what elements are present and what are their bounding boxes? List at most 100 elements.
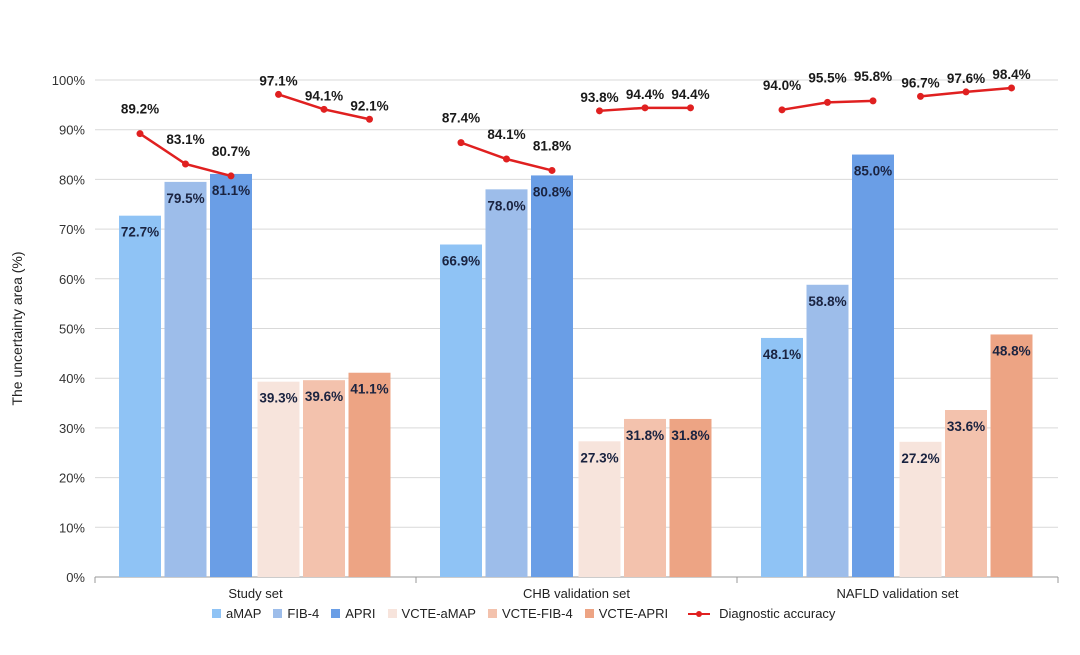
- accuracy-label: 97.1%: [259, 73, 297, 88]
- y-tick-label: 60%: [59, 272, 85, 287]
- accuracy-label: 98.4%: [992, 67, 1030, 82]
- accuracy-point: [1008, 84, 1015, 92]
- legend-swatch: [331, 609, 341, 618]
- accuracy-point: [778, 106, 786, 114]
- bar: [899, 441, 942, 577]
- bar: [485, 189, 528, 577]
- x-category-label: Study set: [228, 586, 283, 601]
- bar: [761, 337, 803, 577]
- accuracy-label: 94.1%: [305, 88, 343, 103]
- accuracy-label: 97.6%: [947, 71, 985, 86]
- accuracy-point: [457, 139, 465, 147]
- bar-label: 78.0%: [487, 198, 525, 213]
- bar: [348, 372, 391, 577]
- accuracy-point: [227, 172, 235, 180]
- accuracy-point: [182, 160, 189, 168]
- bar-label: 81.1%: [212, 183, 250, 198]
- bar-label: 27.2%: [901, 451, 939, 466]
- bar: [440, 244, 482, 577]
- accuracy-label: 94.4%: [671, 87, 709, 102]
- bar: [624, 418, 666, 577]
- accuracy-point: [548, 166, 556, 174]
- bar-label: 80.8%: [533, 184, 571, 199]
- bar: [210, 173, 252, 578]
- bar: [990, 334, 1033, 577]
- accuracy-label: 94.4%: [626, 87, 664, 102]
- legend-item: APRI: [331, 606, 376, 621]
- legend-swatch: [584, 609, 594, 618]
- y-tick-label: 0%: [66, 570, 85, 585]
- y-tick-label: 20%: [59, 471, 85, 486]
- bar-label: 27.3%: [580, 450, 618, 465]
- accuracy-point: [275, 90, 282, 98]
- legend-label: VCTE-FIB-4: [501, 606, 573, 621]
- bar-label: 39.6%: [305, 389, 343, 404]
- legend: aMAP FIB-4 APRI VCTE-aMAP VCTE-FIB-4 VCTE-APR…: [212, 606, 835, 621]
- bar: [303, 380, 345, 577]
- y-axis-label: The uncertainty area (%): [9, 251, 25, 405]
- bar-label: 41.1%: [350, 382, 388, 397]
- accuracy-label: 93.8%: [580, 90, 618, 105]
- x-category-label: NAFLD validation set: [836, 586, 958, 601]
- legend-item: VCTE-aMAP: [387, 606, 476, 621]
- bar: [852, 154, 894, 578]
- accuracy-point: [824, 98, 831, 106]
- bar: [669, 418, 712, 577]
- y-tick-label: 30%: [59, 421, 85, 436]
- y-tick-label: 100%: [52, 73, 86, 88]
- legend-item: FIB-4: [273, 606, 319, 621]
- legend-label: FIB-4: [287, 606, 320, 621]
- legend-label: APRI: [345, 606, 376, 621]
- y-tick-label: 50%: [59, 322, 85, 337]
- legend-label: VCTE-aMAP: [401, 606, 476, 621]
- bar-label: 85.0%: [854, 164, 892, 179]
- bar-label: 48.8%: [992, 343, 1030, 358]
- bar: [164, 181, 207, 577]
- accuracy-point: [366, 115, 373, 123]
- legend-item: Diagnostic accuracy: [688, 606, 835, 621]
- accuracy-label: 95.5%: [808, 70, 846, 85]
- legend-item: aMAP: [212, 606, 261, 621]
- accuracy-point: [503, 155, 510, 163]
- legend-item: VCTE-FIB-4: [487, 606, 573, 621]
- accuracy-label: 94.0%: [763, 78, 801, 93]
- y-tick-label: 10%: [59, 520, 85, 535]
- y-tick-label: 70%: [59, 222, 85, 237]
- accuracy-point: [136, 130, 144, 138]
- accuracy-label: 83.1%: [166, 132, 204, 147]
- legend-swatch: [273, 609, 283, 618]
- accuracy-label: 84.1%: [487, 127, 525, 142]
- accuracy-label: 89.2%: [121, 102, 159, 117]
- bar: [578, 441, 621, 577]
- legend-line-swatch: [688, 610, 711, 617]
- legend-item: VCTE-APRI: [584, 606, 668, 621]
- accuracy-point: [869, 97, 877, 105]
- bar-label: 58.8%: [808, 294, 846, 309]
- bar: [119, 215, 161, 577]
- bar-label: 39.3%: [259, 391, 297, 406]
- legend-swatch: [487, 609, 497, 618]
- y-tick-label: 40%: [59, 371, 85, 386]
- bar-label: 31.8%: [671, 428, 709, 443]
- accuracy-point: [687, 104, 694, 112]
- accuracy-label: 87.4%: [442, 111, 480, 126]
- accuracy-point: [641, 104, 649, 112]
- accuracy-point: [917, 92, 924, 100]
- bar: [257, 381, 300, 577]
- accuracy-label: 92.1%: [350, 98, 388, 113]
- legend-swatch: [212, 609, 221, 618]
- accuracy-label: 80.7%: [212, 144, 250, 159]
- bar-label: 72.7%: [121, 225, 159, 240]
- bar: [945, 410, 987, 577]
- bar-label: 79.5%: [166, 191, 204, 206]
- bar: [531, 175, 573, 577]
- bar-label: 33.6%: [947, 419, 985, 434]
- y-tick-label: 90%: [59, 123, 85, 138]
- bar-label: 31.8%: [626, 428, 664, 443]
- x-category-label: CHB validation set: [523, 586, 630, 601]
- accuracy-label: 81.8%: [533, 138, 571, 153]
- legend-label: aMAP: [226, 606, 262, 621]
- accuracy-label: 95.8%: [854, 69, 892, 84]
